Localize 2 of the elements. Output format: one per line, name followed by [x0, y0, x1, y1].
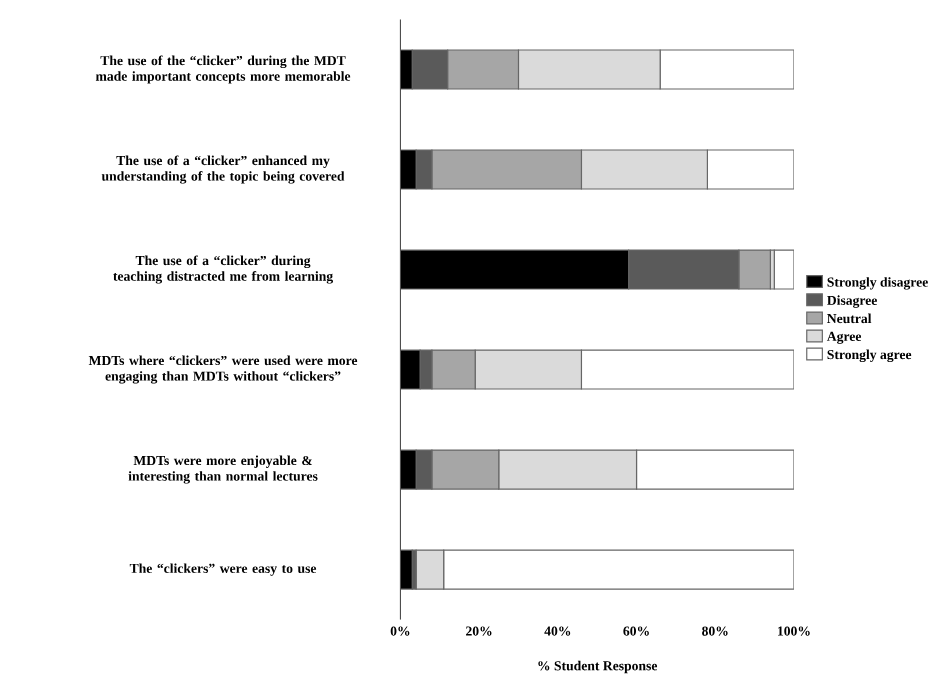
bar — [400, 549, 413, 590]
bar — [773, 249, 794, 290]
